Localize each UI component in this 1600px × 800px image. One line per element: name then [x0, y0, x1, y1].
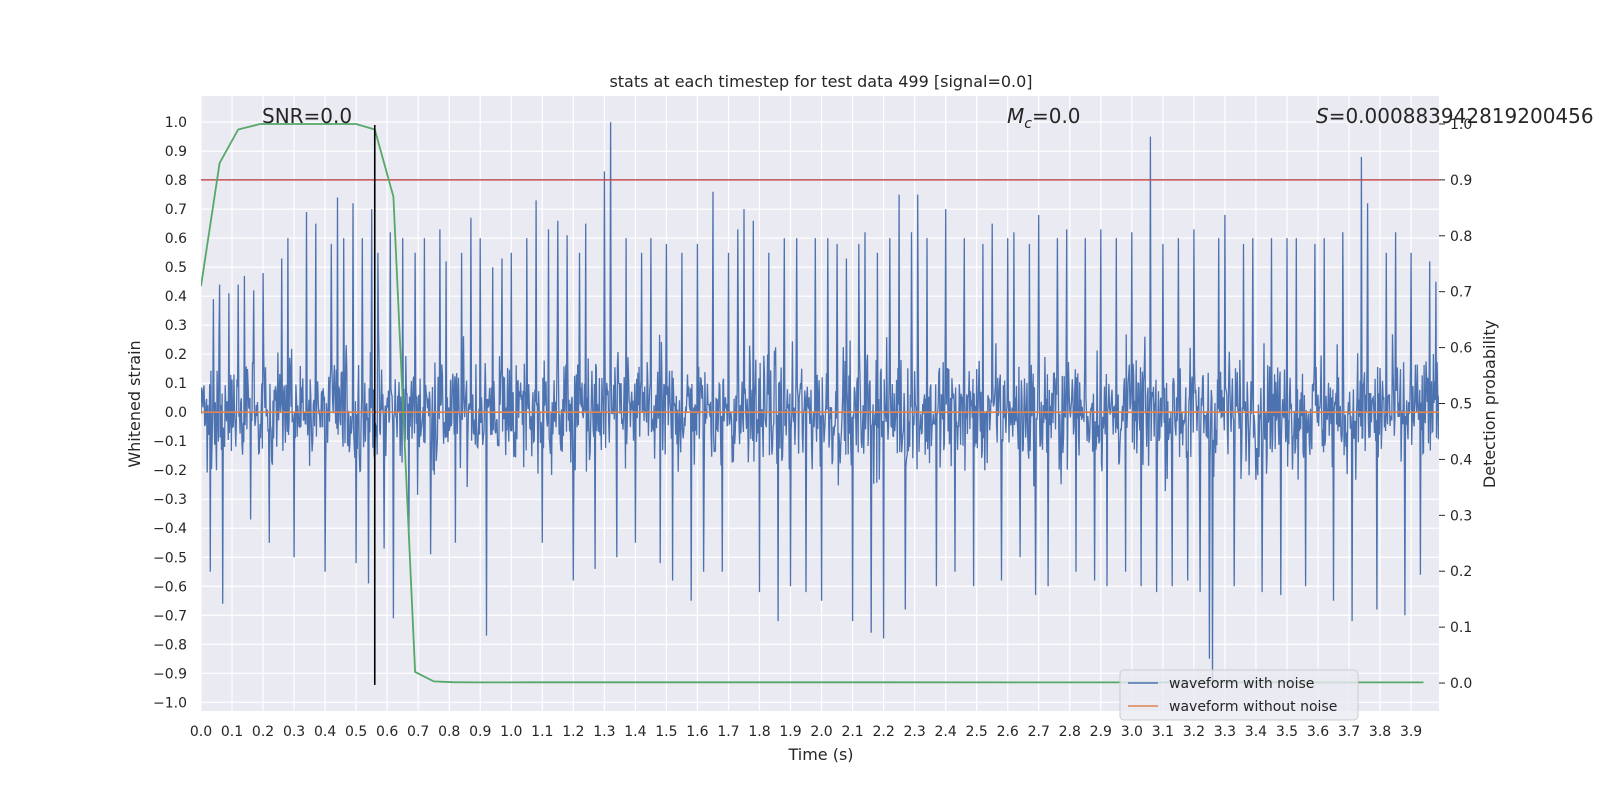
- chirp-mass-value: =0.0: [1032, 104, 1081, 128]
- x-tick-label: 1.8: [748, 724, 770, 740]
- series-detection-probability: [201, 123, 1424, 684]
- legend-label-noise: waveform with noise: [1169, 676, 1314, 692]
- x-tick-label: 0.6: [376, 724, 398, 740]
- y2-tick-label: 0.3: [1450, 508, 1472, 524]
- y-tick-label: 0.5: [165, 260, 187, 276]
- chirp-mass-symbol: M: [1007, 104, 1024, 128]
- x-tick-label: 2.4: [935, 724, 957, 740]
- x-tick-label: 3.2: [1183, 724, 1205, 740]
- x-tick-label: 2.7: [1028, 724, 1050, 740]
- x-tick-label: 2.5: [966, 724, 988, 740]
- x-tick-label: 2.0: [810, 724, 832, 740]
- x-tick-label: 2.2: [872, 724, 894, 740]
- s-symbol: S: [1316, 104, 1329, 128]
- y-tick-label: −0.3: [153, 492, 187, 508]
- x-tick-label: 0.4: [314, 724, 336, 740]
- s-annotation: S=0.000883942819200456: [1316, 104, 1594, 128]
- x-tick-label: 3.7: [1338, 724, 1360, 740]
- x-tick-label: 3.1: [1152, 724, 1174, 740]
- y2-axis-label: Detection probability: [1480, 320, 1499, 488]
- chirp-mass-annotation: Mc=0.0: [1007, 104, 1081, 132]
- x-tick-label: 2.9: [1090, 724, 1112, 740]
- x-tick-label: 1.6: [686, 724, 708, 740]
- x-tick-label: 3.3: [1214, 724, 1236, 740]
- x-tick-label: 3.8: [1369, 724, 1391, 740]
- y2-tick-label: 0.1: [1450, 620, 1472, 636]
- y2-tick-labels: 1.0 0.9 0.8 0.7 0.6 0.5 0.4 0.3 0.2 0.1 0.0: [1439, 117, 1472, 692]
- y-axis-label: Whitened strain: [125, 340, 144, 467]
- legend: waveform with noise waveform without noi…: [1119, 669, 1359, 721]
- x-tick-label: 0.5: [345, 724, 367, 740]
- x-tick-label: 1.4: [624, 724, 646, 740]
- x-tick-label: 1.2: [562, 724, 584, 740]
- x-tick-label: 1.7: [717, 724, 739, 740]
- y2-tick-label: 0.2: [1450, 564, 1472, 580]
- legend-label-clean: waveform without noise: [1169, 699, 1337, 715]
- y-tick-label: −0.5: [153, 550, 187, 566]
- x-tick-label: 0.3: [283, 724, 305, 740]
- x-tick-label: 0.7: [407, 724, 429, 740]
- x-tick-label: 2.1: [841, 724, 863, 740]
- x-tick-label: 0.0: [190, 724, 212, 740]
- x-tick-label: 1.0: [500, 724, 522, 740]
- x-tick-label: 0.1: [221, 724, 243, 740]
- x-tick-label: 1.9: [779, 724, 801, 740]
- y-tick-label: −1.0: [153, 695, 187, 711]
- y-tick-label: −0.8: [153, 637, 187, 653]
- y-tick-label: 0.3: [165, 318, 187, 334]
- chirp-mass-subscript: c: [1024, 116, 1032, 132]
- s-value: =0.000883942819200456: [1329, 104, 1594, 128]
- x-tick-label: 1.5: [655, 724, 677, 740]
- y-tick-label: −0.1: [153, 434, 187, 450]
- snr-annotation: SNR=0.0: [262, 104, 352, 128]
- plot-area: [201, 122, 1439, 685]
- x-tick-label: 2.6: [997, 724, 1019, 740]
- y-tick-label: 1.0: [165, 115, 187, 131]
- x-tick-label: 1.3: [593, 724, 615, 740]
- legend-box: [1119, 669, 1359, 721]
- y2-tick-label: 0.4: [1450, 452, 1472, 468]
- y2-tick-label: 0.8: [1450, 229, 1472, 245]
- y-tick-label: −0.9: [153, 666, 187, 682]
- x-tick-label: 0.8: [438, 724, 460, 740]
- y-tick-label: 0.9: [165, 144, 187, 160]
- x-tick-label: 0.9: [469, 724, 491, 740]
- x-tick-label: 3.9: [1400, 724, 1422, 740]
- x-axis-label: Time (s): [787, 745, 853, 764]
- x-tick-labels: 0.0 0.1 0.2 0.3 0.4 0.5 0.6 0.7 0.8 0.9 1.0 1.1 1.2 1…: [190, 724, 1422, 740]
- series-waveform-with-noise: [201, 122, 1439, 683]
- x-tick-label: 1.1: [531, 724, 553, 740]
- y-tick-label: −0.7: [153, 608, 187, 624]
- y-tick-label: 0.0: [165, 405, 187, 421]
- y-tick-label: 0.7: [165, 202, 187, 218]
- y-tick-label: −0.6: [153, 579, 187, 595]
- series-layer: [201, 122, 1439, 685]
- y2-tick-label: 0.6: [1450, 341, 1472, 357]
- y-tick-label: 0.4: [165, 289, 187, 305]
- x-tick-label: 3.5: [1276, 724, 1298, 740]
- chart-title: stats at each timestep for test data 499…: [609, 72, 1032, 91]
- y-tick-label: −0.4: [153, 521, 187, 537]
- x-tick-label: 3.0: [1121, 724, 1143, 740]
- y2-tick-label: 0.5: [1450, 397, 1472, 413]
- y-tick-label: 0.8: [165, 173, 187, 189]
- y-tick-label: 0.6: [165, 231, 187, 247]
- x-tick-label: 3.4: [1245, 724, 1267, 740]
- x-tick-label: 0.2: [252, 724, 274, 740]
- y-tick-labels: 1.0 0.9 0.8 0.7 0.6 0.5 0.4 0.3 0.2 0.1 0.0 −0.1 −0.…: [153, 115, 187, 711]
- y-tick-label: 0.1: [165, 376, 187, 392]
- y2-tick-label: 0.0: [1450, 676, 1472, 692]
- x-tick-label: 2.3: [904, 724, 926, 740]
- y2-tick-label: 0.7: [1450, 285, 1472, 301]
- x-tick-label: 2.8: [1059, 724, 1081, 740]
- x-tick-label: 3.6: [1307, 724, 1329, 740]
- y-tick-label: 0.2: [165, 347, 187, 363]
- y2-tick-label: 0.9: [1450, 173, 1472, 189]
- y2-tick-label: 1.0: [1450, 117, 1472, 133]
- y-tick-label: −0.2: [153, 463, 187, 479]
